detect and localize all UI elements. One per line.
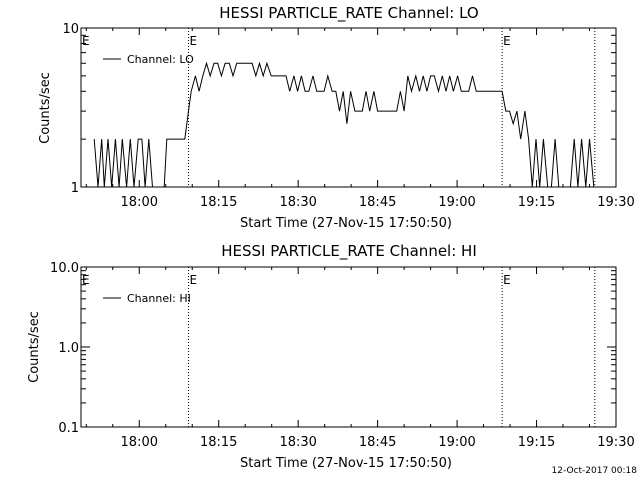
- x-tick-label: 18:15: [200, 195, 237, 210]
- y-tick-label: 1: [71, 181, 79, 196]
- series-lo: [93, 61, 595, 188]
- event-label-left: E: [82, 273, 90, 287]
- y-axis-label-lo: Counts/sec: [38, 72, 53, 144]
- x-tick-label: 19:00: [438, 435, 475, 450]
- y-tick-label: 1.0: [58, 341, 79, 356]
- chart-title-lo: HESSI PARTICLE_RATE Channel: LO: [219, 4, 478, 23]
- event-label-left: E: [82, 34, 90, 48]
- x-tick-label: 19:30: [597, 435, 634, 450]
- x-tick-label: 18:30: [279, 195, 316, 210]
- x-axis-label-lo: Start Time (27-Nov-15 17:50:50): [240, 216, 452, 231]
- plot-area-lo: [80, 27, 617, 188]
- y-ticks-hi: 0.1 1.0 10.0: [50, 261, 616, 436]
- event-label: E: [503, 34, 511, 48]
- x-tick-label: 18:30: [279, 435, 316, 450]
- y-tick-label: 10: [62, 22, 79, 37]
- event-label: E: [190, 273, 198, 287]
- panel-lo: HESSI PARTICLE_RATE Channel: LO Counts/s…: [38, 4, 635, 231]
- plot-area-hi: [80, 266, 617, 428]
- x-tick-label: 19:30: [597, 195, 634, 210]
- y-tick-label: 0.1: [58, 421, 79, 436]
- x-tick-label: 19:15: [518, 435, 555, 450]
- event-label: E: [190, 34, 198, 48]
- series-line: [93, 61, 595, 188]
- y-tick-label: 10.0: [50, 261, 79, 276]
- y-ticks-lo: 1 10: [62, 22, 616, 196]
- x-tick-label: 18:45: [359, 435, 396, 450]
- x-ticks-hi: 18:00 18:15 18:30 18:45 19:00 19:15 19:30: [85, 267, 635, 450]
- x-axis-label-hi: Start Time (27-Nov-15 17:50:50): [240, 456, 452, 471]
- x-tick-label: 18:00: [121, 435, 158, 450]
- event-label: E: [503, 273, 511, 287]
- legend-label-lo: Channel: LO: [127, 53, 194, 66]
- x-tick-label: 18:15: [200, 435, 237, 450]
- x-ticks-lo: 18:00 18:15 18:30 18:45 19:00 19:15 19:30: [85, 28, 635, 210]
- x-tick-label: 19:00: [438, 195, 475, 210]
- plot-timestamp: 12-Oct-2017 00:18: [552, 466, 638, 476]
- legend-label-hi: Channel: HI: [127, 292, 191, 305]
- legend-hi: Channel: HI: [103, 292, 191, 305]
- legend-lo: Channel: LO: [103, 53, 194, 66]
- chart-title-hi: HESSI PARTICLE_RATE Channel: HI: [221, 242, 477, 261]
- x-tick-label: 18:45: [359, 195, 396, 210]
- y-axis-label-hi: Counts/sec: [27, 311, 42, 383]
- panel-hi: HESSI PARTICLE_RATE Channel: HI Counts/s…: [27, 242, 635, 471]
- x-tick-label: 19:15: [518, 195, 555, 210]
- x-tick-label: 18:00: [121, 195, 158, 210]
